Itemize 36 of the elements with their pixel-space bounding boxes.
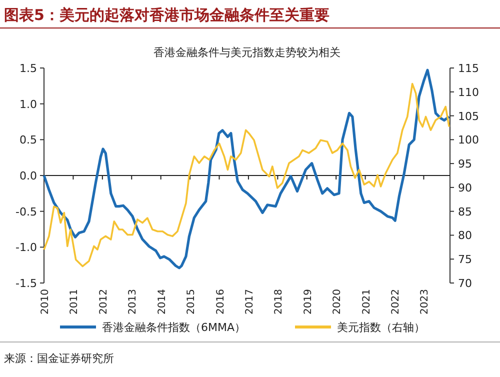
legend-label: 香港金融条件指数（6MMA） (102, 321, 246, 334)
x-tick-label: 2016 (215, 289, 226, 314)
y2-tick-label: 95 (458, 158, 472, 171)
x-tick-label: 2019 (302, 289, 314, 314)
chart-subtitle: 香港金融条件与美元指数走势较为相关 (154, 46, 340, 59)
y-tick-label: -1.5 (16, 277, 37, 290)
x-tick-label: 2011 (69, 289, 80, 314)
y-tick-label: 1.0 (20, 98, 37, 111)
y-tick-label: 0.0 (20, 170, 37, 182)
y2-tick-label: 105 (458, 110, 479, 123)
y2-tick-label: 100 (458, 134, 479, 147)
y2-tick-label: 115 (458, 62, 479, 75)
y2-tick-label: 90 (458, 181, 472, 194)
x-tick-label: 2021 (361, 289, 372, 314)
legend-label: 美元指数（右轴） (337, 321, 425, 334)
y2-tick-label: 70 (458, 277, 472, 290)
x-tick-label: 2014 (156, 289, 168, 314)
x-tick-label: 2020 (332, 289, 344, 314)
x-tick-label: 2015 (186, 289, 198, 314)
y2-tick-label: 80 (458, 229, 472, 242)
y-tick-label: 1.5 (20, 62, 37, 75)
x-tick-label: 2018 (274, 289, 285, 314)
y-tick-label: 0.5 (20, 134, 37, 147)
x-tick-label: 2022 (390, 289, 402, 314)
x-tick-label: 2023 (420, 289, 431, 314)
y-tick-label: -1.0 (16, 241, 37, 254)
x-tick-label: 2017 (244, 289, 256, 314)
y-tick-label: -0.5 (16, 205, 37, 218)
y2-tick-label: 110 (458, 86, 479, 99)
x-tick-label: 2013 (128, 289, 139, 314)
source-note: 来源：国金证券研究所 (4, 352, 114, 365)
x-tick-label: 2012 (98, 289, 110, 314)
y2-tick-label: 75 (458, 253, 472, 266)
y2-tick-label: 85 (458, 205, 472, 218)
chart-title: 图表5：美元的起落对香港市场金融条件至关重要 (4, 6, 330, 24)
x-tick-label: 2010 (40, 289, 51, 314)
